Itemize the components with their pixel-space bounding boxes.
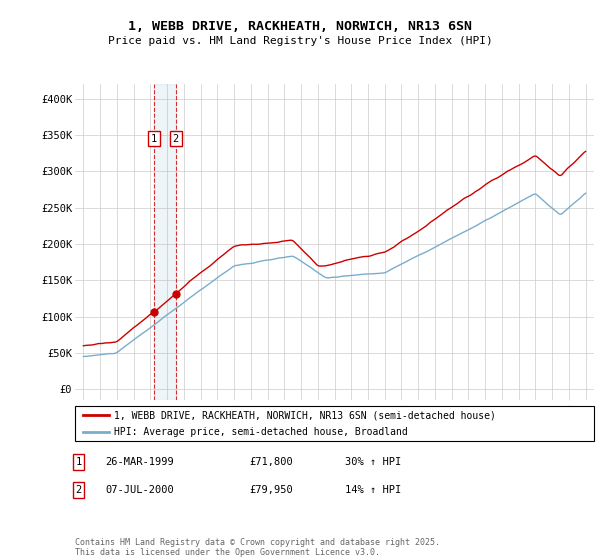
Bar: [154, 84, 176, 400]
Text: HPI: Average price, semi-detached house, Broadland: HPI: Average price, semi-detached house,…: [114, 427, 407, 437]
Text: 2: 2: [76, 485, 82, 495]
Text: 07-JUL-2000: 07-JUL-2000: [105, 485, 174, 495]
Text: 1: 1: [76, 457, 82, 467]
Text: Contains HM Land Registry data © Crown copyright and database right 2025.
This d: Contains HM Land Registry data © Crown c…: [75, 538, 440, 557]
Text: £79,950: £79,950: [249, 485, 293, 495]
Text: 14% ↑ HPI: 14% ↑ HPI: [345, 485, 401, 495]
Text: £71,800: £71,800: [249, 457, 293, 467]
Text: 2: 2: [173, 133, 179, 143]
Text: 1: 1: [151, 133, 157, 143]
Text: 1, WEBB DRIVE, RACKHEATH, NORWICH, NR13 6SN (semi-detached house): 1, WEBB DRIVE, RACKHEATH, NORWICH, NR13 …: [114, 410, 496, 421]
Text: 1, WEBB DRIVE, RACKHEATH, NORWICH, NR13 6SN: 1, WEBB DRIVE, RACKHEATH, NORWICH, NR13 …: [128, 20, 472, 32]
Text: 30% ↑ HPI: 30% ↑ HPI: [345, 457, 401, 467]
Text: 26-MAR-1999: 26-MAR-1999: [105, 457, 174, 467]
Text: Price paid vs. HM Land Registry's House Price Index (HPI): Price paid vs. HM Land Registry's House …: [107, 36, 493, 46]
